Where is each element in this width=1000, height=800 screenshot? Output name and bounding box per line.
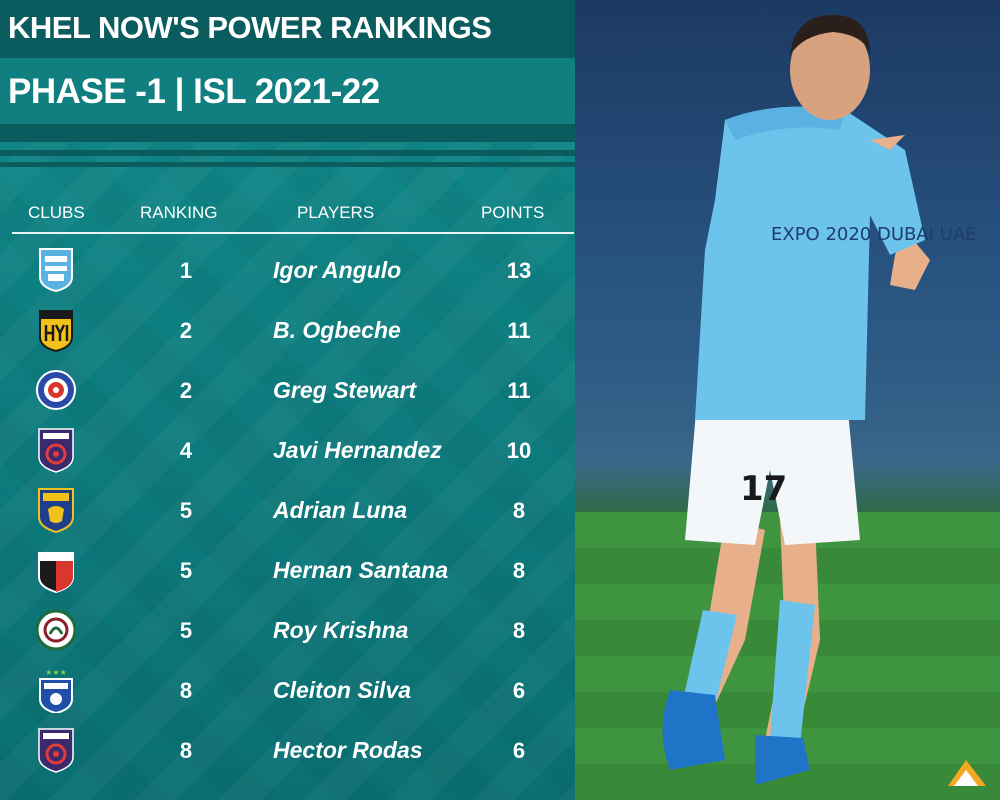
table-row: 5 Roy Krishna 8 bbox=[0, 601, 575, 661]
bengaluru-fc-crest-icon: ★★★ bbox=[39, 668, 73, 713]
odisha-fc-crest-icon bbox=[38, 428, 74, 473]
shirt-sponsor: EXPO 2020 DUBAI UAE bbox=[771, 224, 977, 245]
table-row: 8 Hector Rodas 6 bbox=[0, 721, 575, 781]
points-value: 11 bbox=[507, 318, 531, 343]
points-value: 10 bbox=[506, 438, 532, 463]
table-row: 4 Javi Hernandez 10 bbox=[0, 421, 575, 481]
table-row: 2 B. Ogbeche 11 bbox=[0, 301, 575, 361]
player-name: Roy Krishna bbox=[273, 617, 409, 643]
kerala-blasters-crest-icon bbox=[38, 488, 74, 533]
hyderabad-fc-crest-icon bbox=[39, 310, 73, 353]
table-row: 5 Adrian Luna 8 bbox=[0, 481, 575, 541]
table-row: 1 Igor Angulo 13 bbox=[0, 241, 575, 301]
player-photo: 17 EXPO 2020 DUBAI UAE bbox=[575, 0, 1000, 800]
table-row: 5 Hernan Santana 8 bbox=[0, 541, 575, 601]
player-name: Igor Angulo bbox=[273, 257, 402, 283]
rank-value: 4 bbox=[179, 438, 193, 463]
column-header-ranking: RANKING bbox=[140, 203, 218, 222]
rank-value: 8 bbox=[179, 678, 193, 703]
atk-mohun-bagan-crest-icon bbox=[36, 609, 76, 651]
header-divider bbox=[12, 232, 574, 234]
mumbai-city-crest-icon bbox=[39, 248, 73, 293]
northeast-united-crest-icon bbox=[38, 552, 74, 593]
subtitle-band bbox=[0, 58, 575, 124]
player-figure: 17 EXPO 2020 DUBAI UAE bbox=[662, 15, 977, 785]
rank-value: 5 bbox=[179, 498, 193, 523]
column-header-players: PLAYERS bbox=[297, 203, 375, 222]
rank-value: 2 bbox=[179, 318, 193, 343]
points-value: 6 bbox=[512, 678, 526, 703]
decor-stripe bbox=[0, 124, 575, 142]
khel-now-logo-icon bbox=[948, 760, 986, 786]
points-value: 11 bbox=[507, 378, 531, 403]
player-name: Cleiton Silva bbox=[273, 677, 412, 703]
rank-value: 2 bbox=[179, 378, 193, 403]
points-value: 8 bbox=[512, 618, 526, 643]
player-name: Hernan Santana bbox=[273, 557, 449, 583]
column-header-points: POINTS bbox=[481, 203, 545, 222]
decor-stripe bbox=[0, 150, 575, 156]
jamshedpur-fc-crest-icon bbox=[36, 370, 76, 410]
rankings-panel: KHEL NOW'S POWER RANKINGS PHASE -1 | ISL… bbox=[0, 0, 575, 800]
rank-value: 8 bbox=[179, 738, 193, 763]
points-value: 6 bbox=[512, 738, 526, 763]
odisha-fc-crest-icon bbox=[38, 728, 74, 773]
title-band bbox=[0, 0, 575, 58]
rank-value: 1 bbox=[179, 258, 193, 283]
player-name: Javi Hernandez bbox=[273, 437, 442, 463]
decor-stripe bbox=[0, 162, 575, 167]
svg-text:★★★: ★★★ bbox=[45, 668, 67, 677]
table-row: ★★★ 8 Cleiton Silva 6 bbox=[0, 661, 575, 721]
rank-value: 5 bbox=[179, 558, 193, 583]
table-row: 2 Greg Stewart 11 bbox=[0, 361, 575, 421]
points-value: 8 bbox=[512, 558, 526, 583]
player-name: B. Ogbeche bbox=[273, 317, 401, 343]
points-value: 8 bbox=[512, 498, 526, 523]
points-value: 13 bbox=[506, 258, 532, 283]
player-name: Adrian Luna bbox=[273, 497, 408, 523]
player-name: Hector Rodas bbox=[273, 737, 423, 763]
shirt-number: 17 bbox=[740, 469, 787, 509]
player-name: Greg Stewart bbox=[273, 377, 417, 403]
page-subtitle: PHASE -1 | ISL 2021-22 bbox=[8, 72, 380, 111]
page-title: KHEL NOW'S POWER RANKINGS bbox=[8, 10, 492, 45]
column-header-clubs: CLUBS bbox=[28, 203, 85, 222]
rank-value: 5 bbox=[179, 618, 193, 643]
